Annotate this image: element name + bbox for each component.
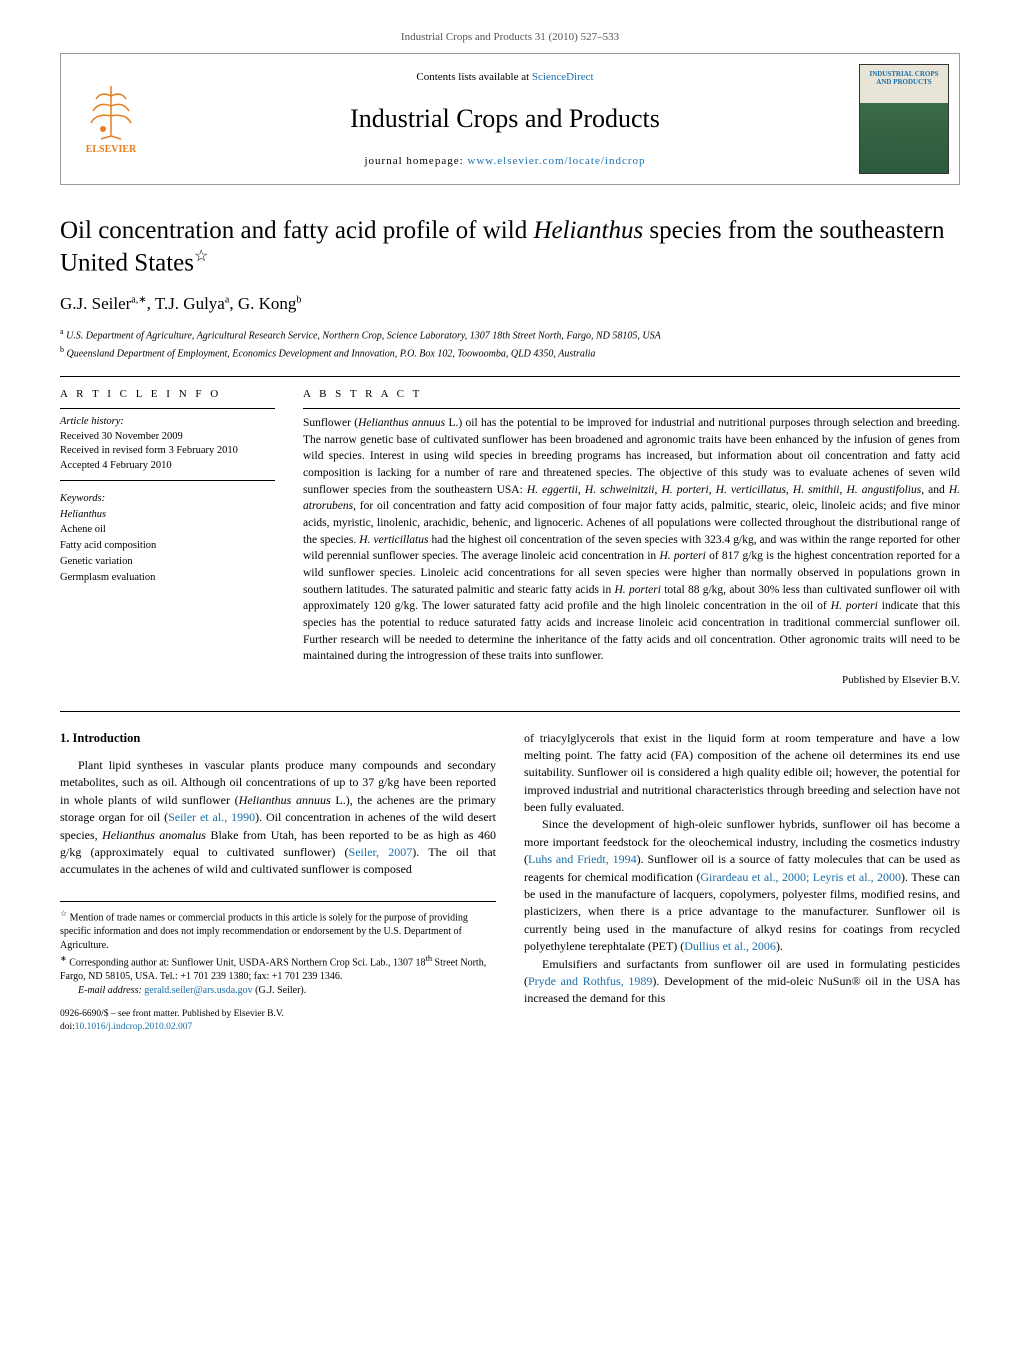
header-center: Contents lists available at ScienceDirec… — [161, 54, 849, 184]
body-column-right: of triacylglycerols that exist in the li… — [524, 730, 960, 1035]
title-pre: Oil concentration and fatty acid profile… — [60, 217, 533, 244]
publisher-logo-cell: ELSEVIER — [61, 54, 161, 184]
contents-prefix: Contents lists available at — [416, 71, 531, 83]
keyword-2: Fatty acid composition — [60, 538, 275, 554]
intro-para-1: Plant lipid syntheses in vascular plants… — [60, 757, 496, 879]
article-title: Oil concentration and fatty acid profile… — [60, 215, 960, 278]
journal-title: Industrial Crops and Products — [171, 101, 839, 137]
copyright-line: 0926-6690/$ – see front matter. Publishe… — [60, 1008, 496, 1021]
keyword-1: Achene oil — [60, 522, 275, 538]
info-divider-1 — [60, 408, 275, 409]
homepage-prefix: journal homepage: — [364, 155, 467, 167]
author-3-sup: b — [296, 295, 301, 306]
affiliation-a: a U.S. Department of Agriculture, Agricu… — [60, 326, 960, 344]
ref-seiler-1990[interactable]: Seiler et al., 1990 — [168, 810, 255, 824]
keywords-block: Keywords: Helianthus Achene oil Fatty ac… — [60, 491, 275, 586]
abstract-column: A B S T R A C T Sunflower (Helianthus an… — [303, 387, 960, 689]
elsevier-label: ELSEVIER — [86, 143, 137, 157]
history-label: Article history: — [60, 415, 275, 430]
ref-pryde-1989[interactable]: Pryde and Rothfus, 1989 — [528, 974, 652, 988]
affiliations: a U.S. Department of Agriculture, Agricu… — [60, 326, 960, 362]
running-head: Industrial Crops and Products 31 (2010) … — [60, 30, 960, 45]
author-1-sup: a,∗ — [131, 295, 146, 306]
article-history: Article history: Received 30 November 20… — [60, 415, 275, 474]
body-column-left: 1. Introduction Plant lipid syntheses in… — [60, 730, 496, 1035]
affiliation-b: b Queensland Department of Employment, E… — [60, 344, 960, 362]
info-divider-2 — [60, 480, 275, 481]
col2-para-2: Since the development of high-oleic sunf… — [524, 816, 960, 955]
info-abstract-row: A R T I C L E I N F O Article history: R… — [60, 387, 960, 689]
author-2: , T.J. Gulya — [147, 294, 225, 313]
abstract-heading: A B S T R A C T — [303, 387, 960, 402]
col2-para-3: Emulsifiers and surfactants from sunflow… — [524, 956, 960, 1008]
elsevier-logo: ELSEVIER — [71, 74, 151, 164]
ref-seiler-2007[interactable]: Seiler, 2007 — [349, 845, 413, 859]
footnotes: ☆ Mention of trade names or commercial p… — [60, 901, 496, 999]
authors: G.J. Seilera,∗, T.J. Gulyaa, G. Kongb — [60, 292, 960, 316]
keyword-0: Helianthus — [60, 507, 275, 523]
article-info-heading: A R T I C L E I N F O — [60, 387, 275, 402]
footnote-email: E-mail address: gerald.seiler@ars.usda.g… — [60, 984, 496, 998]
sciencedirect-link[interactable]: ScienceDirect — [532, 71, 594, 83]
journal-cover-cell: INDUSTRIAL CROPSAND PRODUCTS — [849, 54, 959, 184]
keyword-3: Genetic variation — [60, 554, 275, 570]
history-revised: Received in revised form 3 February 2010 — [60, 444, 275, 459]
divider-top — [60, 376, 960, 377]
ref-dullius-2006[interactable]: Dullius et al., 2006 — [684, 939, 776, 953]
title-footnote-star: ☆ — [194, 248, 208, 265]
journal-header-box: ELSEVIER Contents lists available at Sci… — [60, 53, 960, 185]
email-link[interactable]: gerald.seiler@ars.usda.gov — [144, 985, 252, 996]
homepage-link[interactable]: www.elsevier.com/locate/indcrop — [467, 155, 645, 167]
article-info-column: A R T I C L E I N F O Article history: R… — [60, 387, 275, 689]
introduction-heading: 1. Introduction — [60, 730, 496, 748]
copyright-block: 0926-6690/$ – see front matter. Publishe… — [60, 1008, 496, 1034]
author-1: G.J. Seiler — [60, 294, 131, 313]
ref-luhs-1994[interactable]: Luhs and Friedt, 1994 — [528, 852, 637, 866]
contents-line: Contents lists available at ScienceDirec… — [171, 70, 839, 85]
keywords-label: Keywords: — [60, 491, 275, 507]
author-3: , G. Kong — [229, 294, 296, 313]
col2-para-1: of triacylglycerols that exist in the li… — [524, 730, 960, 817]
history-received: Received 30 November 2009 — [60, 430, 275, 445]
footnote-star: ☆ Mention of trade names or commercial p… — [60, 908, 496, 953]
history-accepted: Accepted 4 February 2010 — [60, 459, 275, 474]
doi-link[interactable]: 10.1016/j.indcrop.2010.02.007 — [75, 1022, 192, 1032]
elsevier-tree-icon — [81, 81, 141, 141]
title-ital: Helianthus — [533, 217, 643, 244]
body-columns: 1. Introduction Plant lipid syntheses in… — [60, 730, 960, 1035]
cover-label: INDUSTRIAL CROPSAND PRODUCTS — [869, 65, 938, 86]
doi-line: doi:10.1016/j.indcrop.2010.02.007 — [60, 1021, 496, 1034]
published-line: Published by Elsevier B.V. — [303, 673, 960, 688]
ref-girardeau-2000[interactable]: Girardeau et al., 2000; Leyris et al., 2… — [700, 870, 901, 884]
footnote-corresponding: ∗ Corresponding author at: Sunflower Uni… — [60, 953, 496, 984]
journal-homepage: journal homepage: www.elsevier.com/locat… — [171, 154, 839, 169]
keyword-4: Germplasm evaluation — [60, 570, 275, 586]
journal-cover: INDUSTRIAL CROPSAND PRODUCTS — [859, 64, 949, 174]
abstract-divider — [303, 408, 960, 409]
abstract-text: Sunflower (Helianthus annuus L.) oil has… — [303, 415, 960, 665]
divider-bottom — [60, 711, 960, 712]
